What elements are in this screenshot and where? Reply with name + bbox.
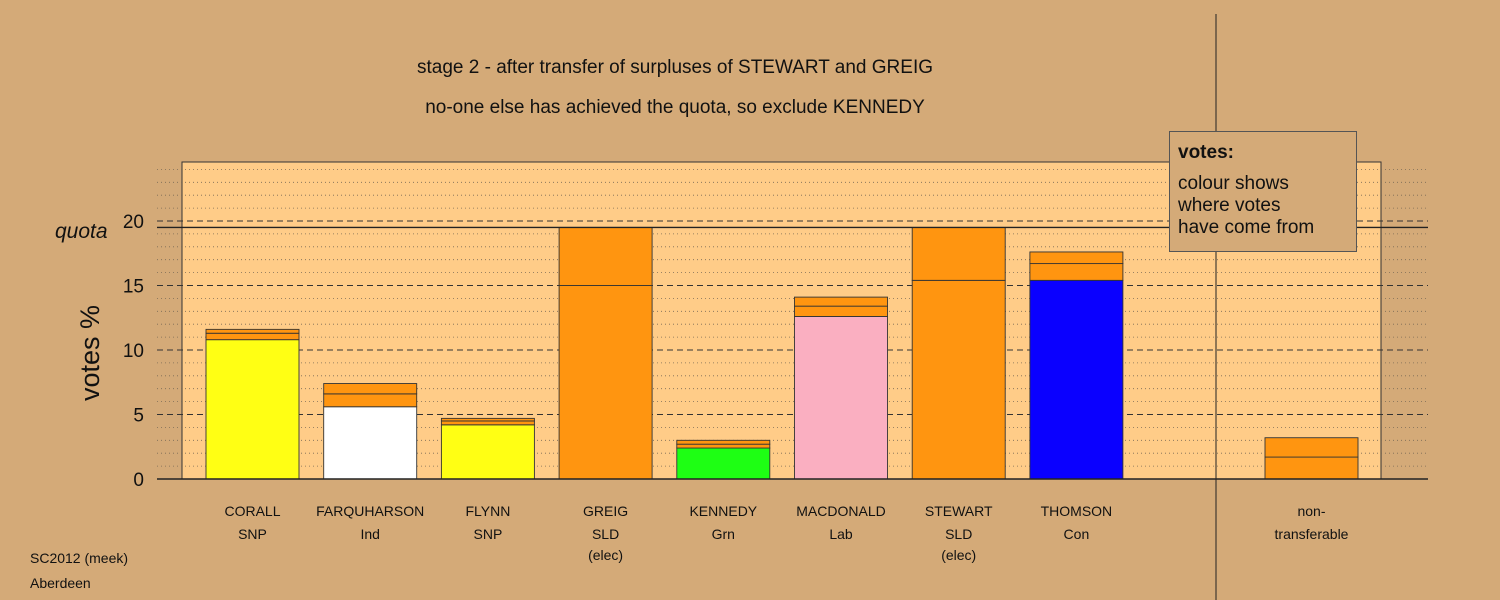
bar-thomson-segment	[1029, 279, 1124, 480]
bar-greig-status-label: (elec)	[588, 547, 623, 563]
bar-thomson-party-label: Con	[1064, 526, 1090, 542]
footer-method: SC2012 (meek)	[30, 550, 129, 566]
bar-macdonald-segment	[794, 305, 888, 317]
bar-non-transferable-segment	[1264, 456, 1359, 480]
bar-stewart-status-label: (elec)	[941, 547, 976, 563]
bar-corall-segment	[205, 328, 300, 334]
bar-greig-segment	[558, 226, 653, 286]
bar-flynn-segment	[440, 417, 535, 422]
bar-farquharson-name-label: FARQUHARSON	[316, 503, 424, 519]
bar-flynn-party-label: SNP	[474, 526, 503, 542]
bar-flynn-name-label: FLYNN	[465, 503, 510, 519]
bar-macdonald-segment	[794, 296, 888, 307]
bar-greig-party-label: SLD	[592, 526, 619, 542]
quota-label: quota	[55, 220, 108, 243]
y-tick-label: 20	[123, 212, 144, 233]
bar-stewart-name-label: STEWART	[925, 503, 993, 519]
bar-thomson-segment	[1029, 251, 1124, 265]
bar-corall-segment	[205, 332, 300, 341]
y-tick-label: 5	[133, 406, 144, 427]
bar-thomson-name-label: THOMSON	[1041, 503, 1113, 519]
bar-greig-segment	[558, 285, 653, 480]
bar-farquharson-segment	[323, 393, 418, 408]
y-tick-label: 0	[133, 470, 144, 491]
bar-corall-name-label: CORALL	[224, 503, 280, 519]
bar-kennedy-name-label: KENNEDY	[689, 503, 757, 519]
bar-macdonald-party-label: Lab	[829, 526, 853, 542]
bar-kennedy-segment	[676, 443, 771, 449]
legend-box: votes: colour shows where votes have com…	[1169, 131, 1357, 252]
bar-non-transferable-name-label: non-	[1297, 503, 1325, 519]
bar-non-transferable-segment	[1264, 437, 1359, 458]
bar-farquharson-party-label: Ind	[360, 526, 379, 542]
bar-non-transferable-party-label: transferable	[1275, 526, 1349, 542]
footer-ward: Aberdeen	[30, 575, 91, 591]
bar-flynn-segment	[440, 420, 535, 426]
legend-line-2: where votes	[1178, 195, 1281, 216]
bar-stewart-party-label: SLD	[945, 526, 972, 542]
legend-heading: votes:	[1178, 142, 1234, 163]
bar-greig-name-label: GREIG	[583, 503, 628, 519]
bar-macdonald-segment	[794, 316, 888, 480]
bar-stewart-segment	[911, 279, 1006, 480]
bar-farquharson-segment	[323, 406, 418, 480]
legend-line-1: colour shows	[1178, 173, 1289, 194]
bar-farquharson-segment	[323, 383, 418, 395]
chart-title: stage 2 - after transfer of surpluses of…	[416, 57, 934, 78]
legend-line-3: have come from	[1178, 217, 1315, 238]
bar-flynn-segment	[440, 424, 535, 480]
y-tick-label: 15	[123, 277, 144, 298]
y-tick-label: 10	[123, 341, 144, 362]
bar-corall-segment	[205, 339, 300, 480]
bar-kennedy-segment	[676, 439, 771, 445]
y-axis-label: votes %	[75, 305, 105, 401]
bar-thomson-segment	[1029, 263, 1124, 281]
bar-kennedy-party-label: Grn	[712, 526, 735, 542]
bar-kennedy-segment	[676, 447, 771, 480]
bar-macdonald-name-label: MACDONALD	[796, 503, 885, 519]
chart-subtitle: no-one else has achieved the quota, so e…	[425, 97, 925, 118]
bar-corall-party-label: SNP	[238, 526, 267, 542]
bar-stewart-segment	[911, 226, 1006, 281]
